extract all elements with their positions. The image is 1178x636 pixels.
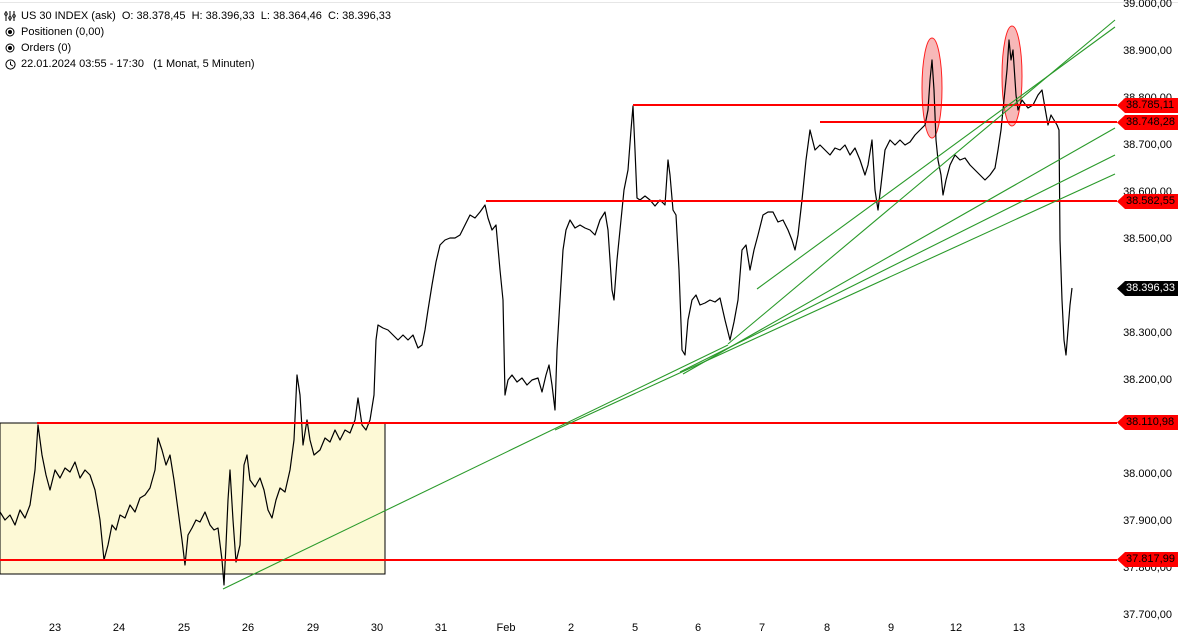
indicator-bars-icon[interactable]: [4, 10, 16, 22]
y-tick: 39.000,00: [1123, 0, 1172, 10]
clock-icon[interactable]: [4, 58, 16, 70]
level-tag[interactable]: 37.817,99: [1117, 552, 1178, 567]
open-value: O: 38.378,45: [121, 10, 186, 22]
range-box[interactable]: [0, 422, 386, 575]
y-tick: 38.300,00: [1123, 327, 1172, 339]
trendline[interactable]: [679, 154, 1116, 373]
level-tag[interactable]: 38.748,28: [1117, 115, 1178, 130]
x-tick: 26: [241, 622, 255, 634]
y-tick: 37.900,00: [1123, 515, 1172, 527]
x-tick: 31: [434, 622, 448, 634]
instrument-name: US 30 INDEX (ask): [21, 10, 116, 22]
level-tag[interactable]: 38.110,98: [1117, 415, 1178, 430]
x-tick: 9: [887, 622, 895, 634]
current-price-tag: 38.396,33: [1117, 281, 1178, 296]
close-value: C: 38.396,33: [328, 10, 392, 22]
x-tick: 2: [567, 622, 575, 634]
x-tick: 25: [177, 622, 191, 634]
top-border: [0, 2, 1178, 3]
trendline[interactable]: [222, 344, 729, 590]
level-tag[interactable]: 38.785,11: [1117, 98, 1178, 113]
trendline[interactable]: [756, 26, 1116, 290]
x-tick: 8: [823, 622, 831, 634]
instrument-row: US 30 INDEX (ask) O: 38.378,45 H: 38.396…: [4, 8, 391, 24]
x-tick: 6: [694, 622, 702, 634]
y-tick: 37.700,00: [1123, 609, 1172, 621]
y-tick: 38.900,00: [1123, 45, 1172, 57]
orders-label: Orders (0): [21, 42, 72, 54]
x-tick: 12: [949, 622, 963, 634]
high-value: H: 38.396,33: [191, 10, 255, 22]
y-tick: 38.000,00: [1123, 468, 1172, 480]
y-tick: 38.500,00: [1123, 233, 1172, 245]
positions-label: Positionen (0,00): [21, 26, 105, 38]
radio-dot-icon[interactable]: [4, 42, 16, 54]
x-tick: 7: [758, 622, 766, 634]
x-tick: 5: [631, 622, 639, 634]
trendline[interactable]: [682, 127, 1116, 375]
trendline[interactable]: [554, 173, 1116, 431]
low-value: L: 38.364,46: [260, 10, 322, 22]
chart-info-panel: US 30 INDEX (ask) O: 38.378,45 H: 38.396…: [4, 8, 391, 72]
x-tick: 24: [112, 622, 126, 634]
x-tick: 13: [1012, 622, 1026, 634]
positions-row[interactable]: Positionen (0,00): [4, 24, 391, 40]
date-range-label: 22.01.2024 03:55 - 17:30 (1 Monat, 5 Min…: [21, 58, 255, 70]
x-tick: 30: [370, 622, 384, 634]
radio-dot-icon[interactable]: [4, 26, 16, 38]
price-line: [0, 39, 1073, 586]
trendline[interactable]: [727, 19, 1116, 345]
y-tick: 38.700,00: [1123, 139, 1172, 151]
y-tick: 38.200,00: [1123, 374, 1172, 386]
peak-highlight-ellipse[interactable]: [1001, 25, 1023, 127]
x-tick: 29: [306, 622, 320, 634]
orders-row[interactable]: Orders (0): [4, 40, 391, 56]
level-tag[interactable]: 38.582,55: [1117, 194, 1178, 209]
range-row[interactable]: 22.01.2024 03:55 - 17:30 (1 Monat, 5 Min…: [4, 56, 391, 72]
x-tick: 23: [48, 622, 62, 634]
x-tick: Feb: [496, 622, 516, 634]
